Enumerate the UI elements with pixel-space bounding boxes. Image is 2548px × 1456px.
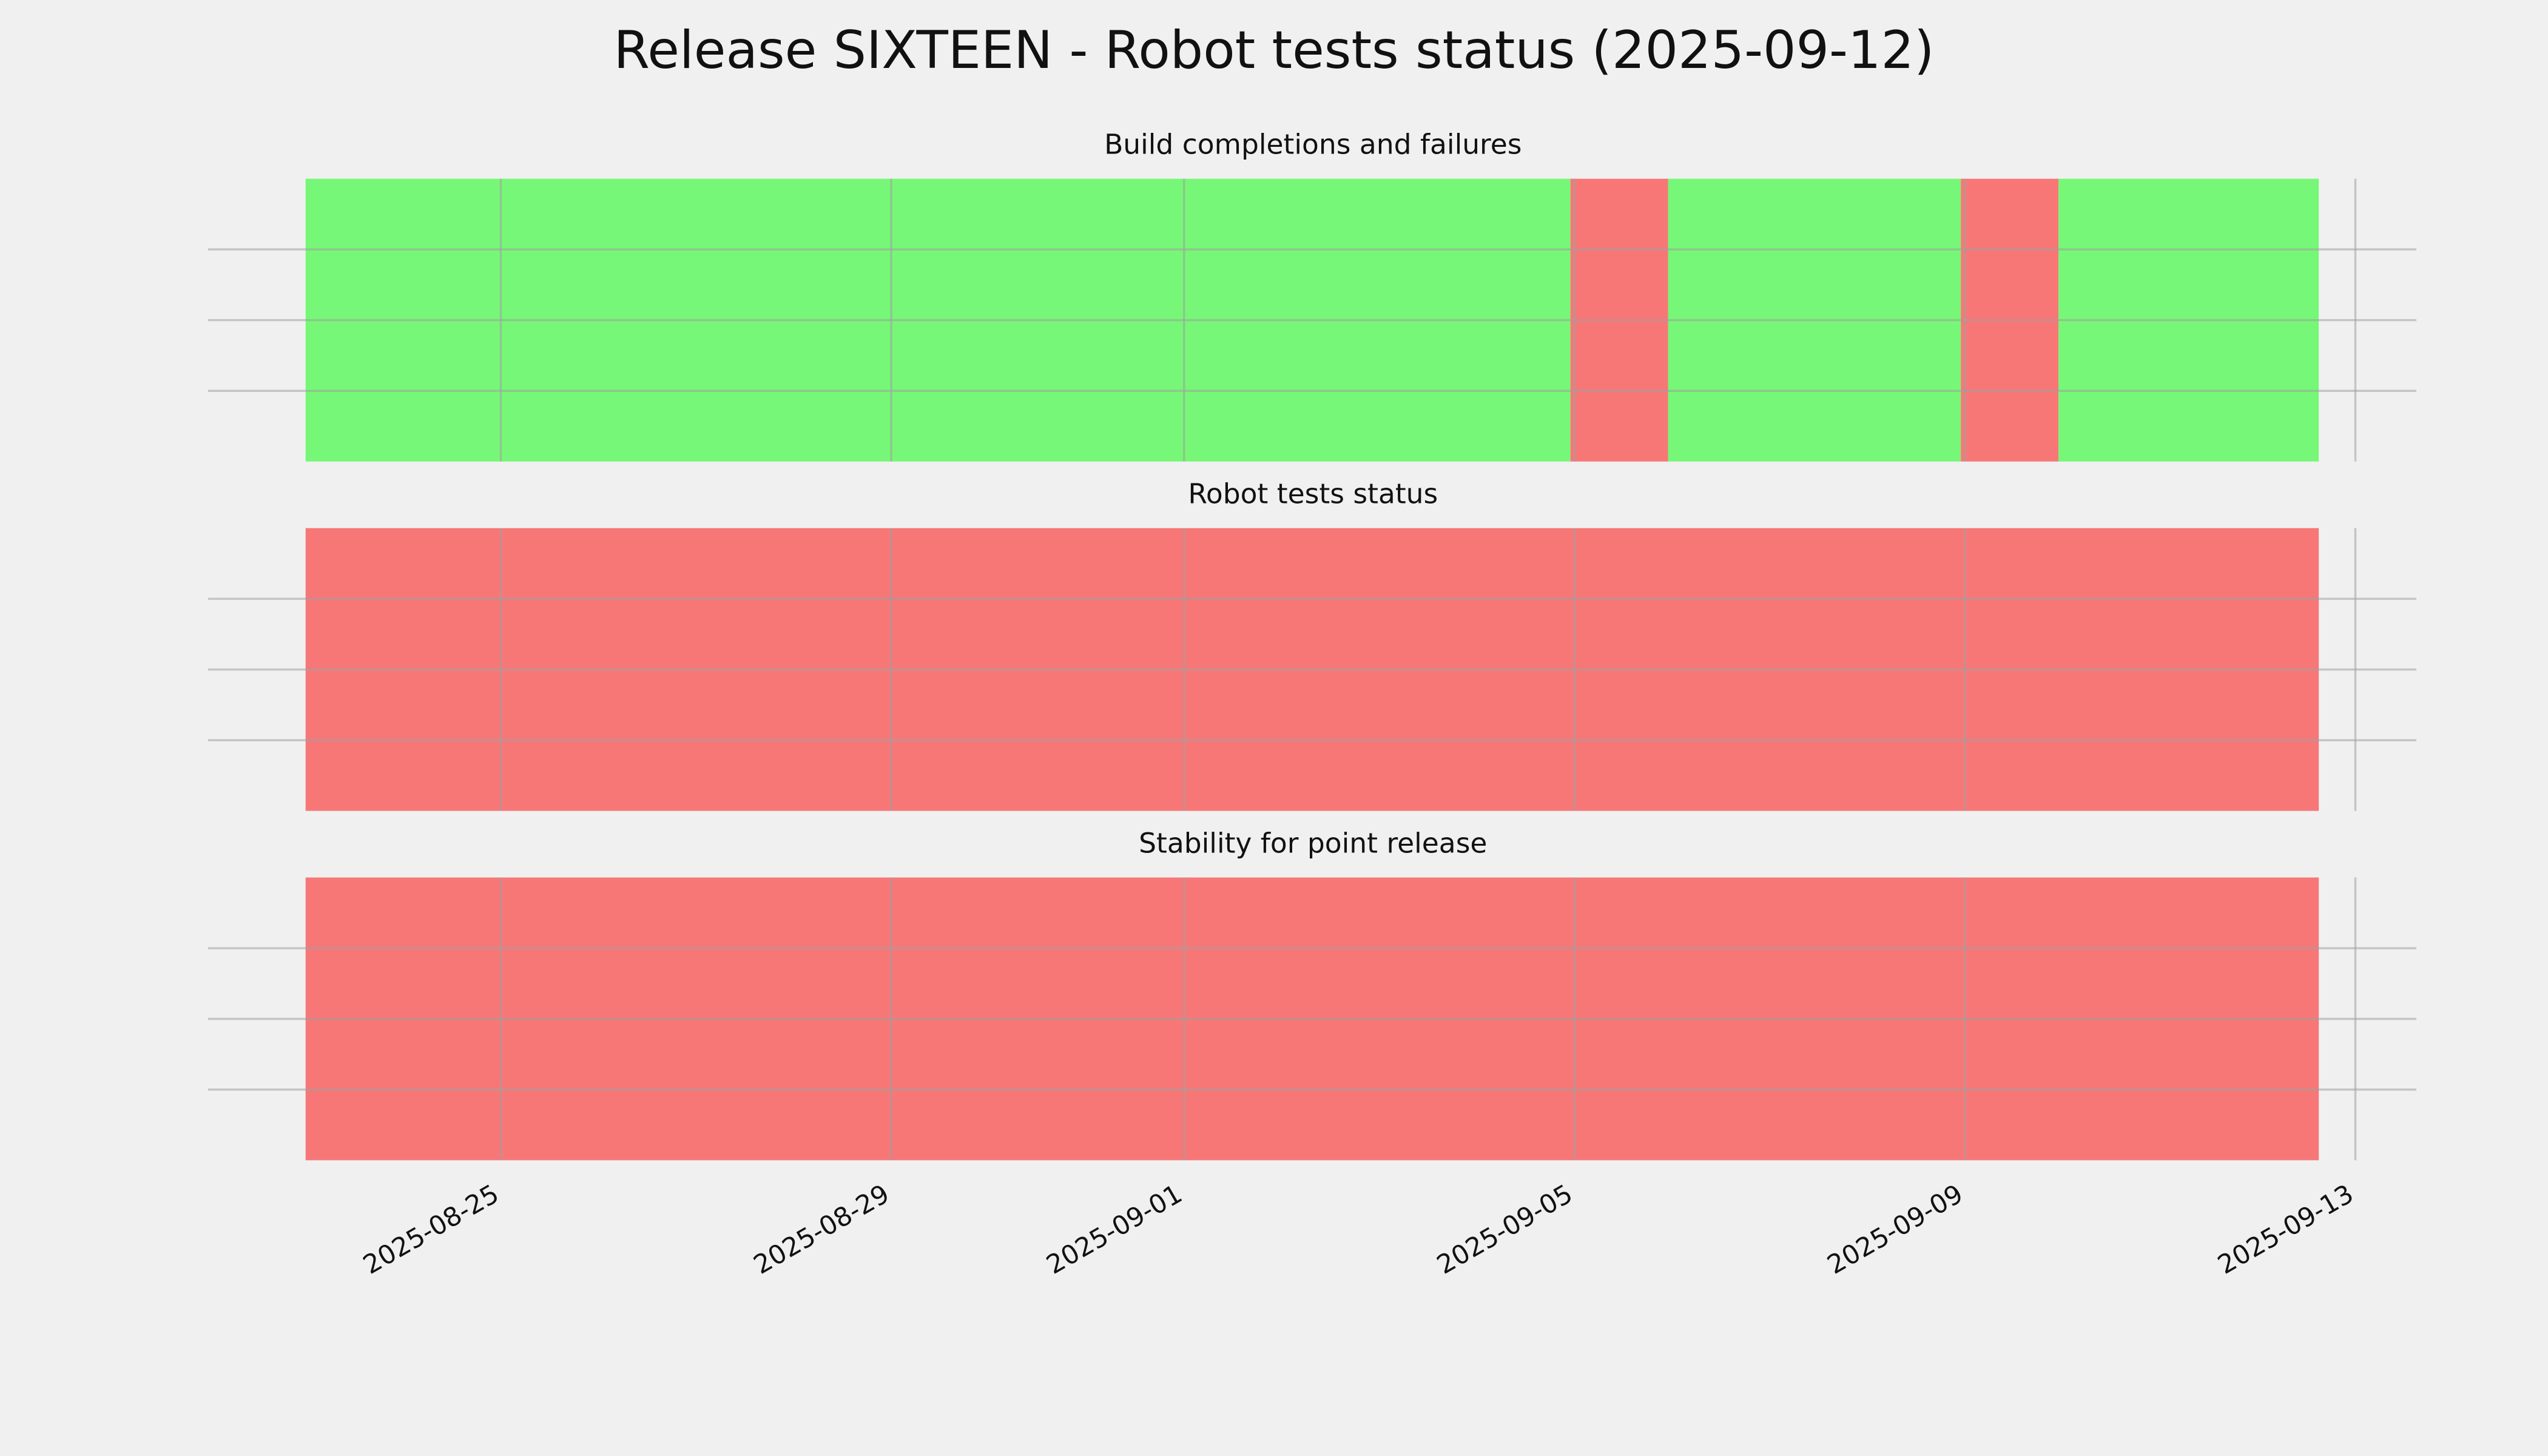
- subplot-title: Robot tests status: [1188, 477, 1438, 510]
- subplot-title: Stability for point release: [1139, 827, 1487, 859]
- figure-title: Release SIXTEEN - Robot tests status (20…: [614, 20, 1935, 81]
- subplot-title: Build completions and failures: [1104, 129, 1522, 161]
